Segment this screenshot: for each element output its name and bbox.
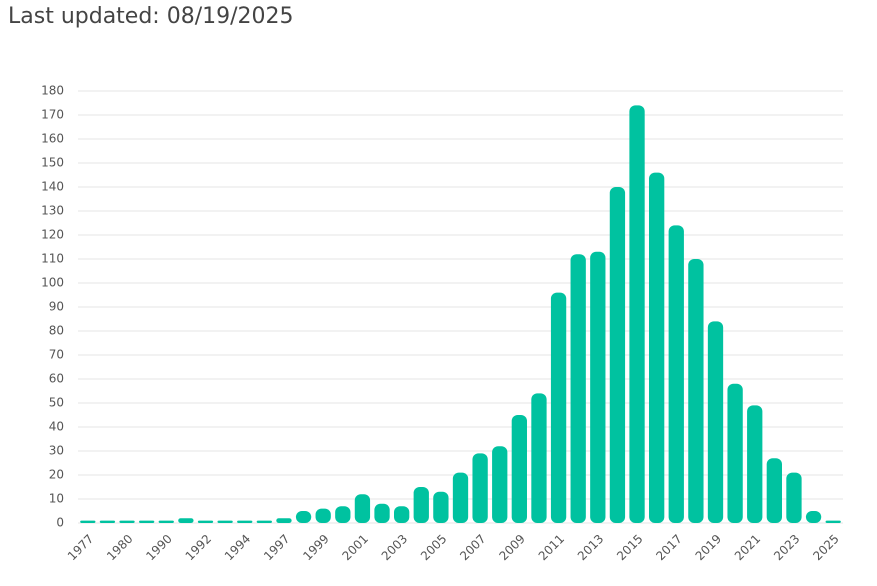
bar bbox=[629, 105, 645, 524]
y-tick-label: 130 bbox=[41, 204, 64, 218]
y-tick-label: 150 bbox=[41, 156, 64, 170]
y-tick-label: 30 bbox=[49, 444, 64, 458]
bar bbox=[394, 506, 410, 523]
bar bbox=[217, 520, 233, 523]
bar bbox=[80, 520, 96, 523]
bar bbox=[335, 506, 351, 523]
bar bbox=[747, 405, 763, 523]
x-tick-label: 1980 bbox=[104, 532, 135, 563]
y-tick-label: 140 bbox=[41, 180, 64, 194]
x-tick-label: 1992 bbox=[183, 532, 214, 563]
bar bbox=[276, 518, 292, 523]
bar bbox=[668, 225, 684, 523]
bar bbox=[452, 472, 469, 523]
y-tick-label: 110 bbox=[41, 252, 64, 266]
bar bbox=[727, 383, 743, 523]
bar bbox=[805, 511, 822, 523]
x-tick-label: 2003 bbox=[379, 532, 410, 563]
y-tick-label: 90 bbox=[49, 300, 64, 314]
x-tick-label: 2019 bbox=[693, 532, 724, 563]
bar bbox=[256, 520, 272, 523]
x-tick-label: 2015 bbox=[614, 532, 645, 563]
x-tick-label: 2013 bbox=[575, 532, 606, 563]
y-tick-label: 120 bbox=[41, 228, 64, 242]
bar bbox=[413, 487, 429, 523]
x-tick-label: 2011 bbox=[536, 532, 567, 563]
bar bbox=[354, 494, 371, 523]
bar bbox=[688, 259, 704, 523]
bar bbox=[786, 472, 802, 523]
bar bbox=[550, 292, 567, 523]
bar bbox=[374, 503, 390, 523]
y-tick-label: 180 bbox=[41, 84, 64, 98]
x-tick-label: 1999 bbox=[300, 532, 331, 563]
bar bbox=[295, 511, 312, 523]
y-tick-label: 50 bbox=[49, 396, 64, 410]
bar bbox=[590, 251, 606, 524]
bar bbox=[766, 458, 782, 523]
y-tick-label: 0 bbox=[56, 516, 64, 530]
x-tick-label: 1994 bbox=[222, 532, 253, 563]
x-tick-label: 2005 bbox=[418, 532, 449, 563]
bar bbox=[139, 520, 155, 523]
y-tick-label: 20 bbox=[49, 468, 64, 482]
y-tick-label: 70 bbox=[49, 348, 64, 362]
x-tick-label: 1977 bbox=[65, 532, 96, 563]
bar bbox=[158, 520, 174, 523]
bar bbox=[511, 415, 527, 523]
x-tick-label: 1990 bbox=[143, 532, 174, 563]
x-tick-label: 1997 bbox=[261, 532, 292, 563]
bar bbox=[197, 520, 214, 523]
x-tick-label: 2001 bbox=[340, 532, 371, 563]
y-tick-label: 160 bbox=[41, 132, 64, 146]
bar bbox=[531, 393, 547, 523]
x-tick-label: 2025 bbox=[810, 532, 841, 563]
y-tick-label: 60 bbox=[49, 372, 64, 386]
bar bbox=[492, 446, 508, 523]
bar bbox=[237, 520, 253, 523]
bar bbox=[315, 508, 331, 523]
y-tick-label: 80 bbox=[49, 324, 64, 338]
y-tick-label: 10 bbox=[49, 492, 64, 506]
bar bbox=[178, 518, 194, 523]
x-tick-label: 2007 bbox=[457, 532, 488, 563]
bar bbox=[472, 453, 488, 523]
bar bbox=[99, 520, 116, 523]
bar bbox=[609, 187, 626, 523]
x-tick-label: 2021 bbox=[732, 532, 763, 563]
last-updated: Last updated: 08/19/2025 bbox=[8, 4, 294, 29]
x-tick-label: 2009 bbox=[496, 532, 527, 563]
bar bbox=[825, 520, 841, 523]
bar bbox=[707, 321, 724, 523]
y-tick-label: 170 bbox=[41, 108, 64, 122]
bar bbox=[433, 491, 449, 523]
bar bbox=[570, 254, 586, 523]
y-tick-label: 40 bbox=[49, 420, 64, 434]
y-tick-label: 100 bbox=[41, 276, 64, 290]
bar bbox=[649, 172, 665, 523]
x-tick-label: 2017 bbox=[653, 532, 684, 563]
bar bbox=[119, 520, 135, 523]
x-tick-label: 2023 bbox=[771, 532, 802, 563]
